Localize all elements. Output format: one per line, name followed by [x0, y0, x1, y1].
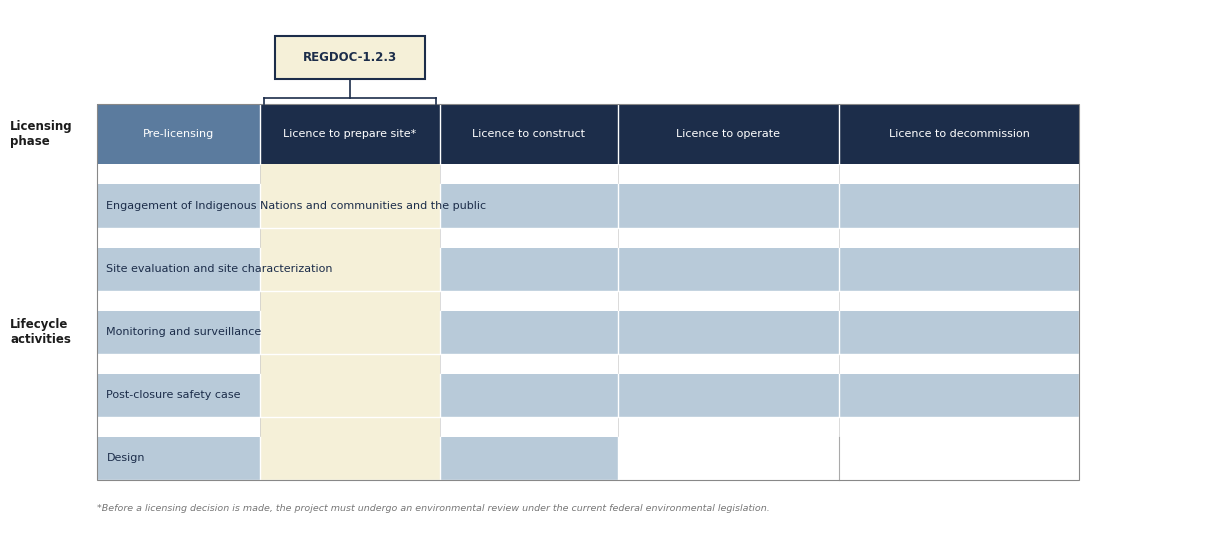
Text: Licence to operate: Licence to operate [676, 129, 780, 139]
Text: Licence to prepare site*: Licence to prepare site* [283, 129, 417, 139]
Bar [97, 354, 1079, 374]
Text: REGDOC-1.2.3: REGDOC-1.2.3 [303, 51, 397, 64]
Bar [97, 248, 1079, 290]
Bar [97, 227, 1079, 248]
Bar [260, 248, 440, 290]
Bar [97, 164, 1079, 184]
Text: *Before a licensing decision is made, the project must undergo an environmental : *Before a licensing decision is made, th… [97, 504, 769, 513]
Bar [97, 417, 1079, 437]
Bar [260, 311, 440, 354]
Bar [260, 104, 440, 164]
Bar [618, 104, 839, 164]
Bar [440, 104, 618, 164]
Bar [260, 417, 440, 437]
Text: Monitoring and surveillance: Monitoring and surveillance [107, 327, 262, 337]
Bar [275, 36, 425, 79]
Bar [260, 164, 440, 184]
Text: Licence to construct: Licence to construct [472, 129, 585, 139]
Text: Site evaluation and site characterization: Site evaluation and site characterizatio… [107, 264, 333, 274]
Bar [260, 290, 440, 311]
Bar [97, 104, 260, 164]
Bar [97, 104, 1079, 480]
Text: Licence to decommission: Licence to decommission [889, 129, 1029, 139]
Text: Licensing
phase: Licensing phase [10, 120, 73, 148]
Bar [97, 311, 1079, 354]
Bar [260, 437, 440, 480]
Bar [260, 374, 440, 417]
Text: Pre-licensing: Pre-licensing [143, 129, 214, 139]
Text: Design: Design [107, 453, 145, 464]
Bar [97, 290, 1079, 311]
Text: Post-closure safety case: Post-closure safety case [107, 390, 241, 400]
Bar [260, 354, 440, 374]
Bar [260, 227, 440, 248]
Bar [839, 104, 1079, 164]
Bar [97, 437, 618, 480]
Bar [260, 184, 440, 227]
Text: Engagement of Indigenous Nations and communities and the public: Engagement of Indigenous Nations and com… [107, 201, 487, 211]
Text: Lifecycle
activities: Lifecycle activities [10, 318, 71, 346]
Bar [97, 374, 1079, 417]
Bar [97, 184, 1079, 227]
